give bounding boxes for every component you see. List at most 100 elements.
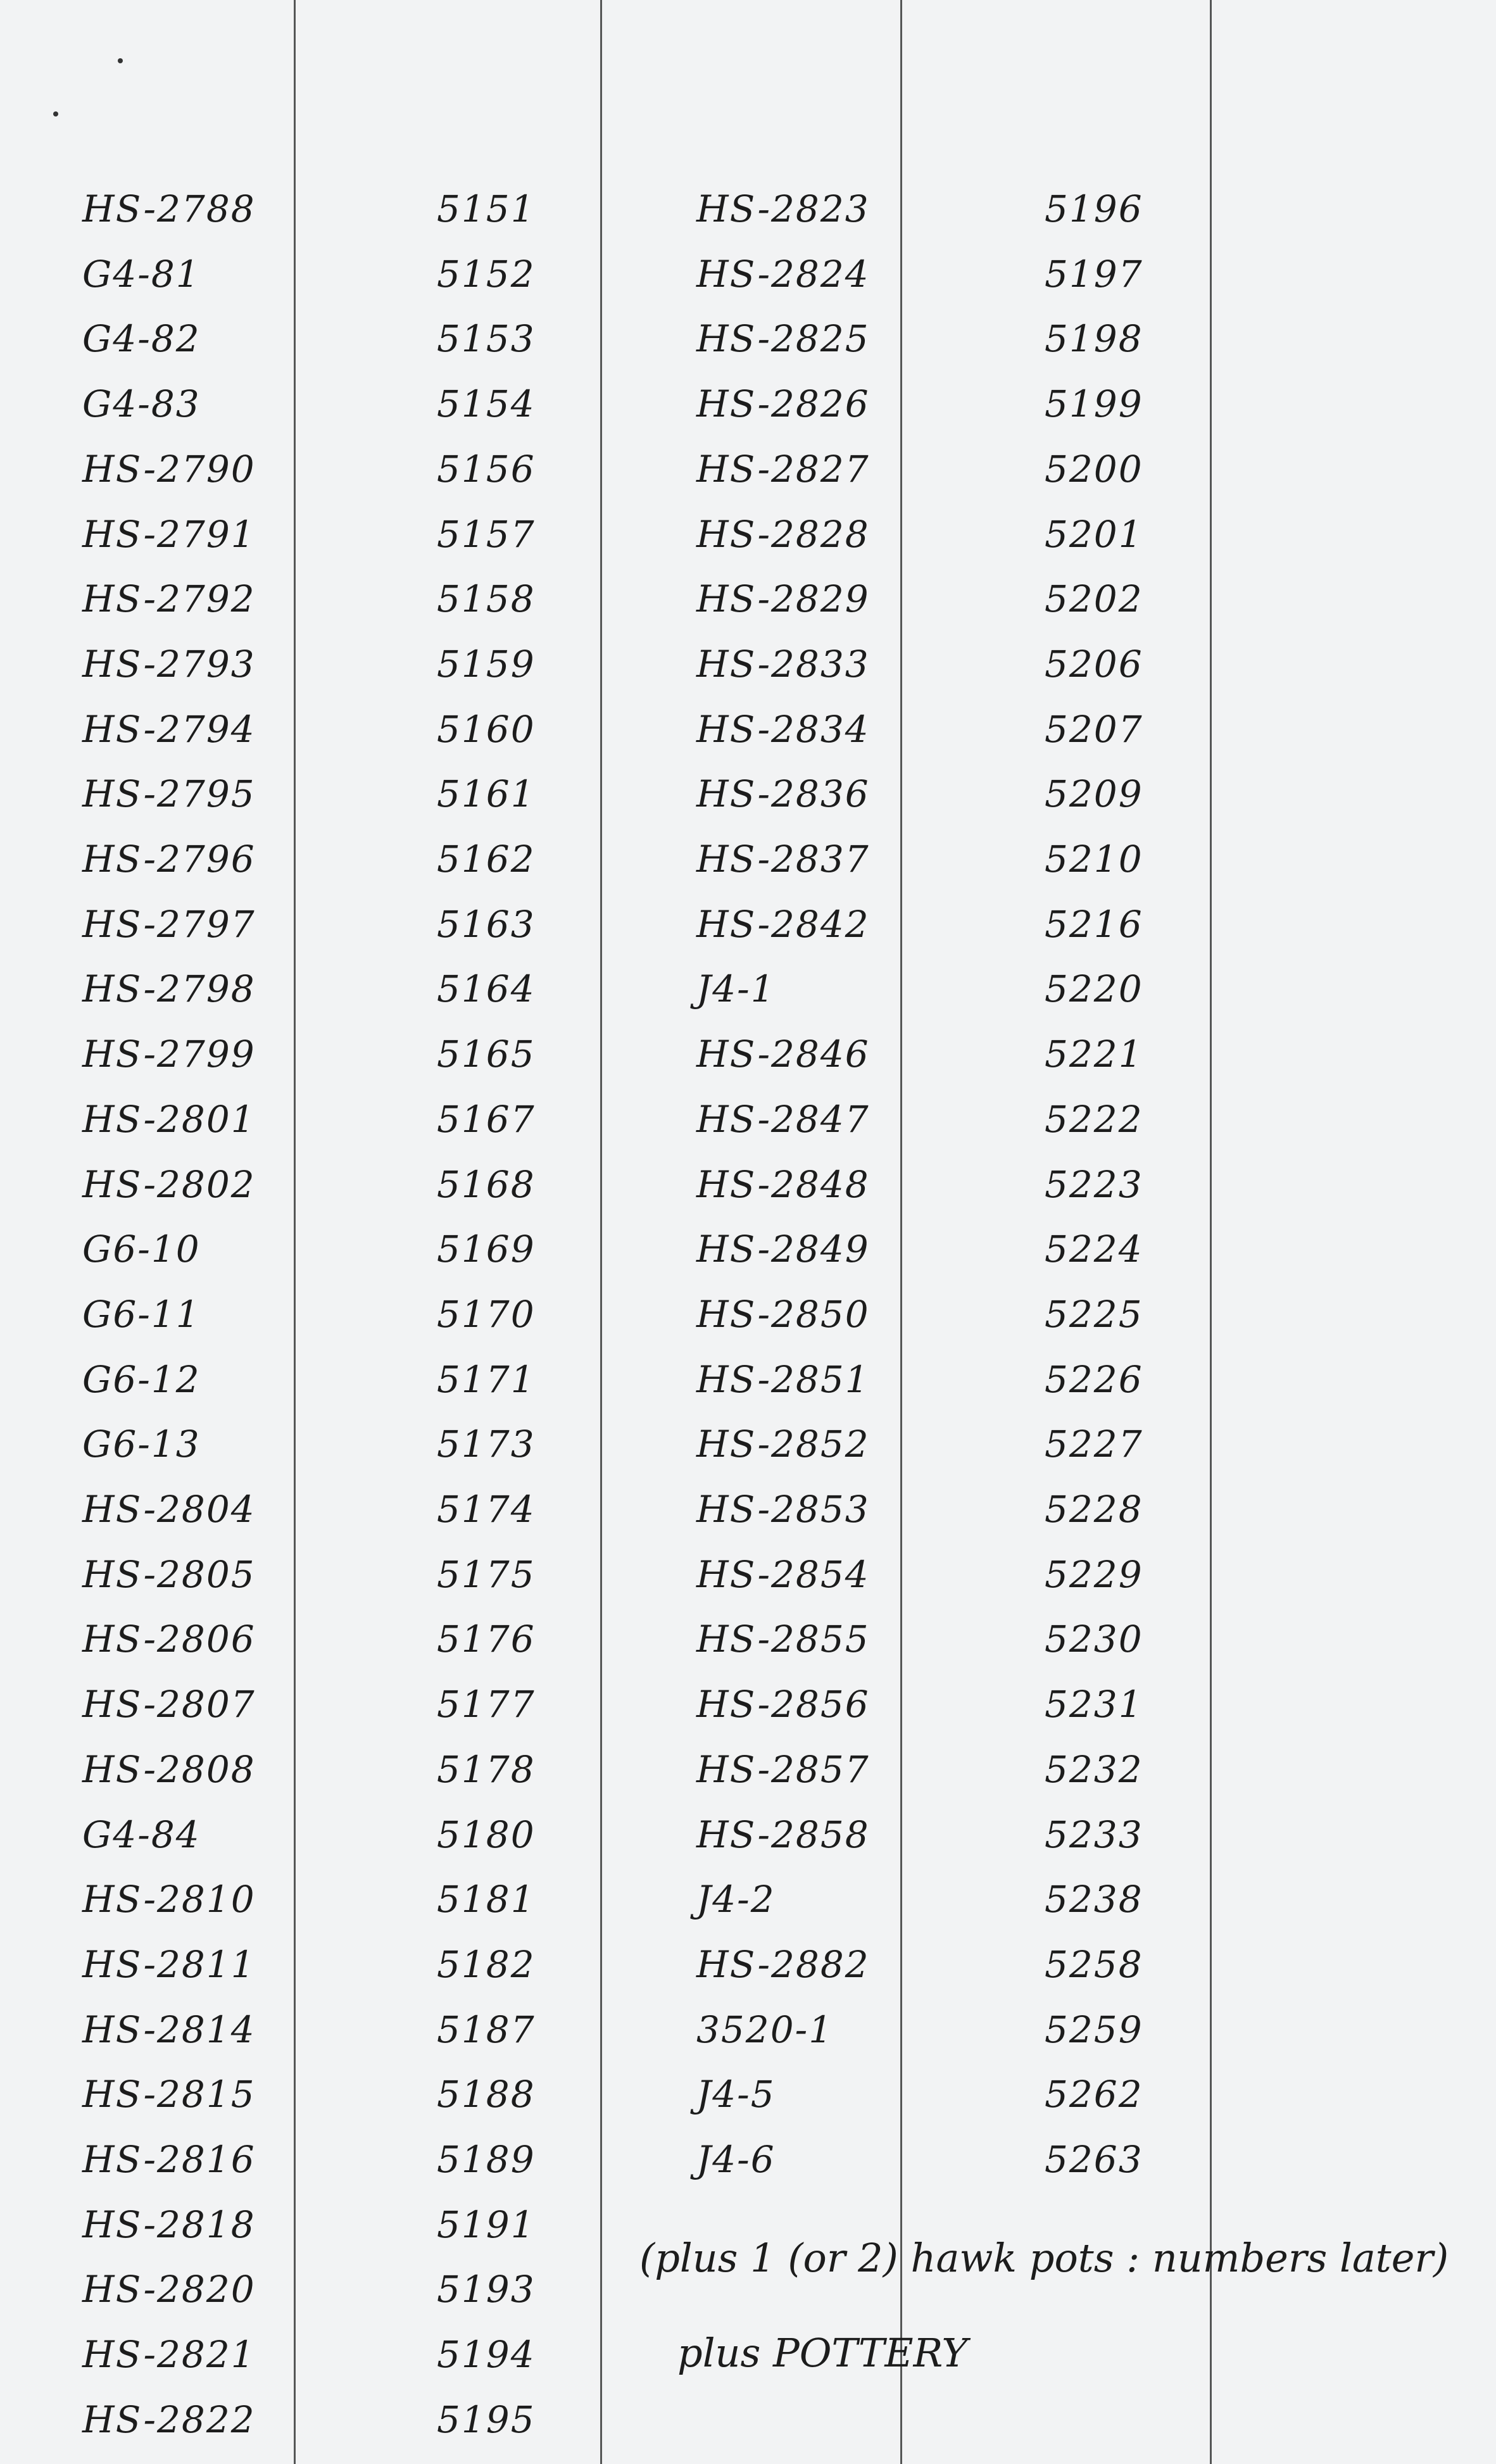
record-number: 5198 [1045,317,1143,361]
ink-speck [118,58,123,63]
catalog-code: HS-2856 [696,1683,870,1726]
record-number: 5162 [437,838,536,881]
record-number: 5182 [437,1942,536,1986]
record-number: 5160 [437,707,536,751]
catalog-code: G6-12 [82,1357,201,1401]
catalog-code: HS-2805 [82,1552,256,1596]
catalog-code: HS-2797 [82,902,256,946]
record-number: 5220 [1045,967,1143,1011]
record-number: 5174 [437,1488,536,1531]
record-number: 5207 [1045,707,1143,751]
record-number: 5195 [437,2398,536,2441]
record-number: 5263 [1045,2138,1143,2181]
record-number: 5230 [1045,1618,1143,1661]
record-number: 5194 [437,2333,536,2377]
record-number: 5202 [1045,577,1143,621]
record-number: 5228 [1045,1488,1143,1531]
catalog-code: HS-2882 [696,1942,870,1986]
catalog-code: HS-2857 [696,1747,870,1791]
catalog-code: J4-6 [696,2138,776,2181]
record-number: 5167 [437,1097,536,1141]
catalog-code: J4-2 [696,1878,776,1921]
catalog-code: HS-2825 [696,317,870,361]
record-number: 5153 [437,317,536,361]
record-number: 5229 [1045,1552,1143,1596]
record-number: 5221 [1045,1033,1143,1076]
catalog-code: HS-2790 [82,447,256,491]
record-number: 5171 [437,1357,536,1401]
catalog-code: HS-2792 [82,577,256,621]
record-number: 5223 [1045,1162,1143,1206]
column-divider [1210,0,1212,2464]
record-number: 5189 [437,2138,536,2181]
record-number: 5206 [1045,642,1143,686]
record-number: 5210 [1045,838,1143,881]
record-number: 5232 [1045,1747,1143,1791]
catalog-code: HS-2818 [82,2203,256,2246]
record-number: 5238 [1045,1878,1143,1921]
record-number: 5216 [1045,902,1143,946]
catalog-code: HS-2822 [82,2398,256,2441]
record-number: 5226 [1045,1357,1143,1401]
record-number: 5225 [1045,1292,1143,1336]
catalog-code: G6-11 [82,1292,201,1336]
record-number: 5158 [437,577,536,621]
catalog-code: HS-2795 [82,772,256,816]
record-number: 5176 [437,1618,536,1661]
record-number: 5262 [1045,2073,1143,2116]
catalog-code: HS-2836 [696,772,870,816]
record-number: 5188 [437,2073,536,2116]
record-number: 5222 [1045,1097,1143,1141]
record-number: 5165 [437,1033,536,1076]
catalog-code: J4-1 [696,967,776,1011]
catalog-code: HS-2829 [696,577,870,621]
record-number: 5154 [437,382,536,426]
catalog-code: HS-2852 [696,1423,870,1466]
catalog-code: HS-2791 [82,512,256,556]
catalog-code: HS-2847 [696,1097,870,1141]
record-number: 5169 [437,1228,536,1271]
catalog-code: HS-2854 [696,1552,870,1596]
catalog-code: HS-2834 [696,707,870,751]
record-number: 5224 [1045,1228,1143,1271]
catalog-code: HS-2849 [696,1228,870,1271]
record-number: 5180 [437,1813,536,1856]
record-number: 5178 [437,1747,536,1791]
catalog-code: HS-2827 [696,447,870,491]
record-number: 5227 [1045,1423,1143,1466]
record-number: 5191 [437,2203,536,2246]
record-number: 5163 [437,902,536,946]
catalog-code: G4-83 [82,382,201,426]
record-number: 5187 [437,2008,536,2051]
record-number: 5168 [437,1162,536,1206]
catalog-code: 3520-1 [696,2008,834,2051]
catalog-code: HS-2807 [82,1683,256,1726]
catalog-code: HS-2853 [696,1488,870,1531]
record-number: 5200 [1045,447,1143,491]
catalog-code: HS-2804 [82,1488,256,1531]
catalog-code: G4-84 [82,1813,201,1856]
catalog-code: HS-2850 [696,1292,870,1336]
record-number: 5173 [437,1423,536,1466]
record-number: 5209 [1045,772,1143,816]
catalog-code: HS-2793 [82,642,256,686]
record-number: 5199 [1045,382,1143,426]
record-number: 5151 [437,187,536,230]
catalog-code: HS-2821 [82,2333,256,2377]
record-number: 5201 [1045,512,1143,556]
catalog-code: G6-10 [82,1228,201,1271]
catalog-code: HS-2855 [696,1618,870,1661]
catalog-code: HS-2837 [696,838,870,881]
catalog-code: HS-2814 [82,2008,256,2051]
catalog-code: HS-2796 [82,838,256,881]
record-number: 5197 [1045,252,1143,296]
catalog-code: HS-2801 [82,1097,256,1141]
catalog-code: HS-2820 [82,2268,256,2311]
record-number: 5259 [1045,2008,1143,2051]
record-number: 5233 [1045,1813,1143,1856]
record-number: 5156 [437,447,536,491]
record-number: 5193 [437,2268,536,2311]
record-number: 5159 [437,642,536,686]
catalog-code: G4-82 [82,317,201,361]
column-divider [600,0,602,2464]
